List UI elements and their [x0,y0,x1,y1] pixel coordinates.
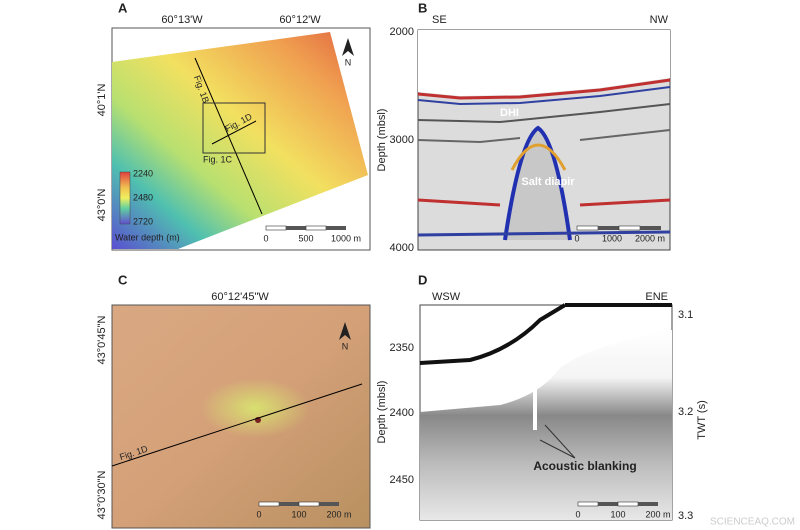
direction-label: SE [432,14,447,26]
annotation: DHI [500,107,519,119]
y2-axis-title: TWT (s) [696,400,708,440]
longitude-label: 60°12'W [279,14,321,26]
y2-tick-label: 3.2 [678,406,693,418]
scale-bar [258,501,339,507]
colorbar-tick: 2480 [133,192,153,202]
annotation: Acoustic blanking [533,459,636,473]
seismic-image [417,29,671,251]
profile-line [211,120,257,145]
scale-label: 100 [291,509,306,519]
panel-label: C [118,272,128,287]
north-label: N [342,341,349,351]
scale-label: 0 [263,233,268,243]
scale-label: 1000 [602,233,622,243]
scale-label: 500 [298,233,313,243]
direction-label: NW [650,14,669,26]
y2-tick-label: 3.1 [678,309,693,321]
inset-box [202,102,266,154]
profile-line [111,383,363,467]
colorbar-title: Water depth (m) [115,232,180,242]
y-tick-label: 2000 [390,26,414,38]
y-tick-label: 3000 [390,134,414,146]
scale-bar [577,501,658,507]
direction-label: ENE [645,291,668,303]
scale-label: 0 [256,509,261,519]
panel-label: B [418,0,427,15]
colorbar-tick: 2720 [133,216,153,226]
scale-label: 1000 m [331,233,361,243]
y2-tick-label: 3.3 [678,510,693,522]
latitude-label: 43°0'30"N [96,470,108,519]
y-axis-title: Depth (mbsl) [376,109,388,172]
longitude-label: 60°12'45"W [211,291,269,303]
scale-label: 0 [575,509,580,519]
panel-label: D [418,272,427,287]
latitude-label: 43°0'45"N [96,315,108,364]
scale-bar [265,225,346,231]
latitude-label: 40°1'N [96,84,108,117]
scale-label: 100 [610,509,625,519]
profile-line [194,57,263,215]
direction-label: WSW [432,291,461,303]
north-label: N [345,57,352,67]
colorbar [119,171,131,225]
annotation-pointer [539,424,576,459]
y-axis-title: Depth (mbsl) [376,381,388,444]
scale-label: 0 [574,233,579,243]
north-arrow [339,322,351,340]
scale-bar [576,225,661,231]
profile-label: Fig. 1C [203,154,233,164]
watermark: SCIENCEAQ.COM [710,517,795,528]
subbottom-profile [419,303,673,521]
longitude-label: 60°13'W [161,14,203,26]
y-tick-label: 2350 [390,342,414,354]
annotation: Salt diapir [521,176,575,188]
scale-label: 2000 m [635,233,665,243]
scale-label: 200 m [645,509,670,519]
latitude-label: 43°0'N [96,189,108,222]
bathymetry-map [112,32,368,249]
scale-label: 200 m [326,509,351,519]
north-arrow [342,38,354,56]
y-tick-label: 2400 [390,407,414,419]
seafloor-image [111,304,371,529]
panel-label: A [118,0,128,15]
y-tick-label: 4000 [390,242,414,254]
colorbar-tick: 2240 [133,168,153,178]
y-tick-label: 2450 [390,474,414,486]
